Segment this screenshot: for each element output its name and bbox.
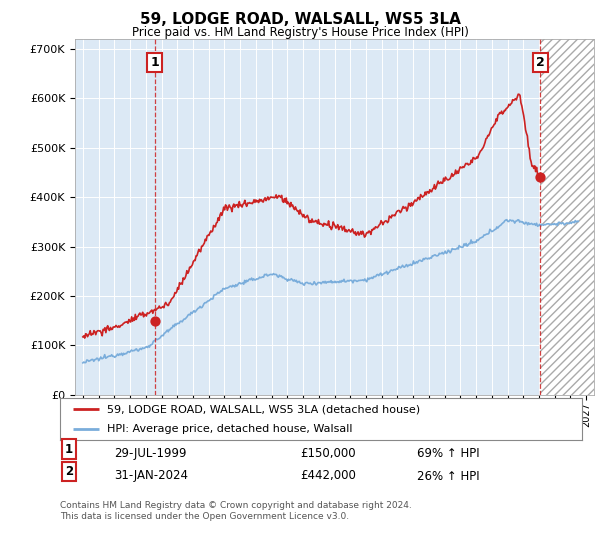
Text: Price paid vs. HM Land Registry's House Price Index (HPI): Price paid vs. HM Land Registry's House … (131, 26, 469, 39)
Bar (540, 39, 594, 395)
Text: Contains HM Land Registry data © Crown copyright and database right 2024.
This d: Contains HM Land Registry data © Crown c… (60, 501, 412, 521)
Text: £442,000: £442,000 (300, 469, 356, 483)
Text: 29-JUL-1999: 29-JUL-1999 (114, 447, 187, 460)
Text: 2: 2 (65, 465, 73, 478)
Text: 31-JAN-2024: 31-JAN-2024 (114, 469, 188, 483)
Text: 2: 2 (536, 56, 545, 69)
Text: £150,000: £150,000 (300, 447, 356, 460)
Bar (540, 39, 594, 395)
Text: 59, LODGE ROAD, WALSALL, WS5 3LA (detached house): 59, LODGE ROAD, WALSALL, WS5 3LA (detach… (107, 404, 420, 414)
Text: 1: 1 (151, 56, 159, 69)
Point (535, 172, 545, 181)
Text: 1: 1 (65, 442, 73, 456)
Text: 59, LODGE ROAD, WALSALL, WS5 3LA: 59, LODGE ROAD, WALSALL, WS5 3LA (140, 12, 460, 27)
Text: 69% ↑ HPI: 69% ↑ HPI (417, 447, 479, 460)
Text: 26% ↑ HPI: 26% ↑ HPI (417, 469, 479, 483)
Point (150, 316, 160, 325)
Text: HPI: Average price, detached house, Walsall: HPI: Average price, detached house, Wals… (107, 424, 352, 434)
